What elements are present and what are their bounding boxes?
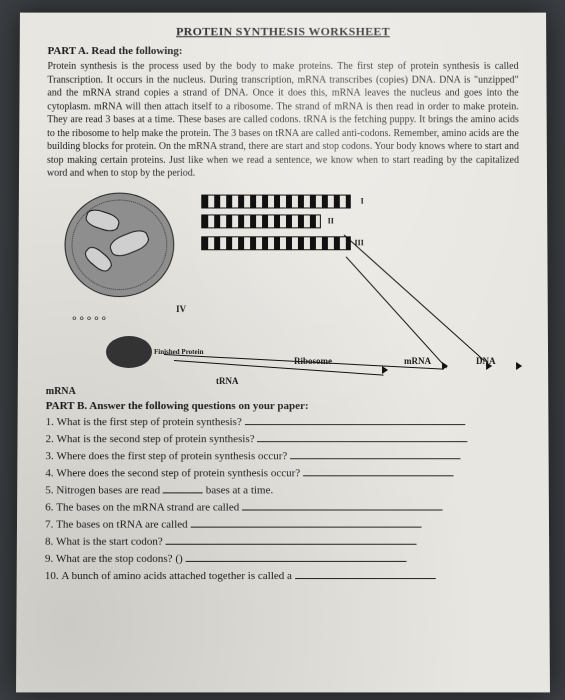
answer-blank[interactable] [162, 483, 202, 493]
part-b-heading: PART B. Answer the following questions o… [45, 400, 520, 412]
roman-one: I [360, 196, 363, 205]
question-7: The bases on tRNA are called [45, 517, 521, 530]
ribosome-label: Ribosome [294, 355, 332, 365]
DNA-label: DNA [476, 355, 496, 365]
answer-blank[interactable] [294, 568, 435, 578]
question-1: What is the first step of protein synthe… [45, 415, 520, 428]
question-5: Nitrogen bases are read bases at a time. [45, 483, 521, 496]
answer-blank[interactable] [190, 517, 421, 527]
answer-blank[interactable] [302, 466, 452, 476]
answer-blank[interactable] [257, 432, 467, 442]
tRNA-label: tRNA [215, 376, 238, 386]
part-a-passage: Protein synthesis is the process used by… [46, 60, 518, 180]
answer-blank[interactable] [185, 551, 406, 561]
question-9: What are the stop codons? () [44, 551, 520, 564]
dna-strip-2: II [201, 214, 321, 228]
question-2: What is the second step of protein synth… [45, 432, 520, 445]
nucleus-circle [64, 192, 174, 296]
protein-chain: ⚬⚬⚬⚬⚬ [70, 314, 107, 325]
mRNA-left-label: mRNA [45, 386, 75, 397]
dna-strip-1: I [201, 194, 351, 208]
dna-strip-3: III [201, 236, 351, 250]
answer-blank[interactable] [290, 449, 460, 459]
answer-blank[interactable] [241, 500, 442, 510]
answer-blank[interactable] [165, 534, 416, 544]
question-8: What is the start codon? [44, 534, 520, 547]
question-4: Where does the second step of protein sy… [45, 466, 520, 479]
worksheet-title: PROTEIN SYNTHESIS WORKSHEET [47, 24, 518, 39]
mRNA-right-label: mRNA [404, 355, 431, 365]
worksheet-page: PROTEIN SYNTHESIS WORKSHEET PART A. Read… [16, 13, 550, 693]
question-10: A bunch of amino acids attached together… [44, 568, 520, 581]
part-a-heading: PART A. Read the following: [47, 45, 518, 57]
question-3: Where does the first step of protein syn… [45, 449, 520, 462]
question-6: The bases on the mRNA strand are called [45, 500, 521, 513]
question-list: What is the first step of protein synthe… [44, 415, 520, 582]
diagram-area: I II III IV ⚬⚬⚬⚬⚬ Finished Protein Ribos… [45, 186, 519, 395]
roman-two: II [327, 216, 333, 225]
answer-blank[interactable] [244, 415, 464, 425]
roman-four: IV [176, 304, 186, 314]
ribosome-shape [105, 336, 151, 368]
